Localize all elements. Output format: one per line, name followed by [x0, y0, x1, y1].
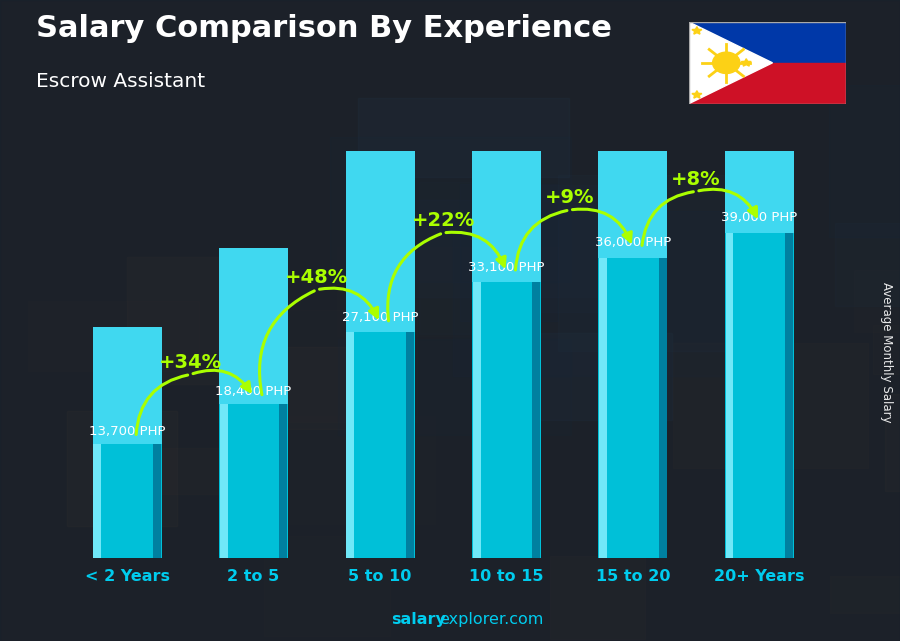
- Bar: [598, 0, 668, 258]
- Bar: [472, 1, 541, 282]
- Bar: [264, 536, 390, 637]
- Bar: [492, 185, 619, 312]
- Text: Average Monthly Salary: Average Monthly Salary: [880, 282, 893, 423]
- Bar: [659, 253, 667, 558]
- Bar: [688, 63, 846, 104]
- Circle shape: [713, 52, 740, 74]
- Bar: [330, 137, 571, 282]
- Bar: [854, 270, 900, 331]
- Bar: [725, 227, 734, 558]
- Bar: [67, 411, 177, 526]
- Bar: [672, 343, 868, 468]
- Text: +8%: +8%: [671, 170, 721, 189]
- Bar: [406, 328, 414, 558]
- Text: 39,000 PHP: 39,000 PHP: [721, 210, 797, 224]
- Bar: [220, 402, 228, 558]
- Text: 13,700 PHP: 13,700 PHP: [89, 425, 166, 438]
- Text: +34%: +34%: [158, 353, 222, 372]
- Bar: [599, 253, 607, 558]
- Bar: [688, 22, 846, 63]
- Bar: [358, 97, 569, 178]
- Text: Escrow Assistant: Escrow Assistant: [36, 72, 205, 91]
- Text: +9%: +9%: [544, 188, 594, 208]
- Bar: [551, 556, 644, 638]
- Bar: [472, 277, 541, 558]
- Bar: [829, 85, 900, 237]
- Text: explorer.com: explorer.com: [439, 612, 544, 627]
- Bar: [525, 333, 671, 420]
- Bar: [558, 175, 742, 351]
- Bar: [418, 182, 518, 334]
- Bar: [785, 227, 793, 558]
- Bar: [338, 247, 559, 337]
- Bar: [93, 328, 162, 444]
- Bar: [219, 402, 288, 558]
- Bar: [532, 277, 540, 558]
- Bar: [460, 184, 558, 321]
- Bar: [263, 416, 435, 524]
- Bar: [346, 328, 415, 558]
- Bar: [885, 394, 900, 492]
- Bar: [346, 102, 415, 332]
- Bar: [346, 201, 648, 297]
- Bar: [90, 448, 240, 494]
- Bar: [472, 277, 481, 558]
- Text: salary: salary: [392, 612, 446, 627]
- Text: Salary Comparison By Experience: Salary Comparison By Experience: [36, 14, 612, 43]
- Text: 18,400 PHP: 18,400 PHP: [215, 385, 292, 398]
- Text: +22%: +22%: [411, 212, 475, 230]
- Text: 27,100 PHP: 27,100 PHP: [342, 312, 418, 324]
- Polygon shape: [692, 91, 702, 98]
- Bar: [217, 310, 417, 422]
- Bar: [830, 576, 900, 613]
- Bar: [724, 0, 794, 233]
- Bar: [28, 301, 199, 371]
- Bar: [724, 227, 794, 558]
- Bar: [873, 325, 900, 374]
- Bar: [598, 253, 668, 558]
- Bar: [834, 222, 900, 306]
- Text: 36,000 PHP: 36,000 PHP: [595, 236, 671, 249]
- Bar: [233, 347, 379, 429]
- Bar: [280, 402, 287, 558]
- Bar: [453, 211, 752, 376]
- Bar: [338, 339, 572, 435]
- Bar: [93, 442, 162, 558]
- Text: +48%: +48%: [285, 268, 348, 287]
- Bar: [219, 249, 288, 404]
- Bar: [127, 257, 230, 384]
- Bar: [153, 442, 161, 558]
- Bar: [346, 328, 355, 558]
- Text: 33,100 PHP: 33,100 PHP: [468, 261, 544, 274]
- Bar: [94, 442, 102, 558]
- Polygon shape: [692, 27, 702, 34]
- Polygon shape: [742, 59, 751, 66]
- Polygon shape: [688, 22, 772, 104]
